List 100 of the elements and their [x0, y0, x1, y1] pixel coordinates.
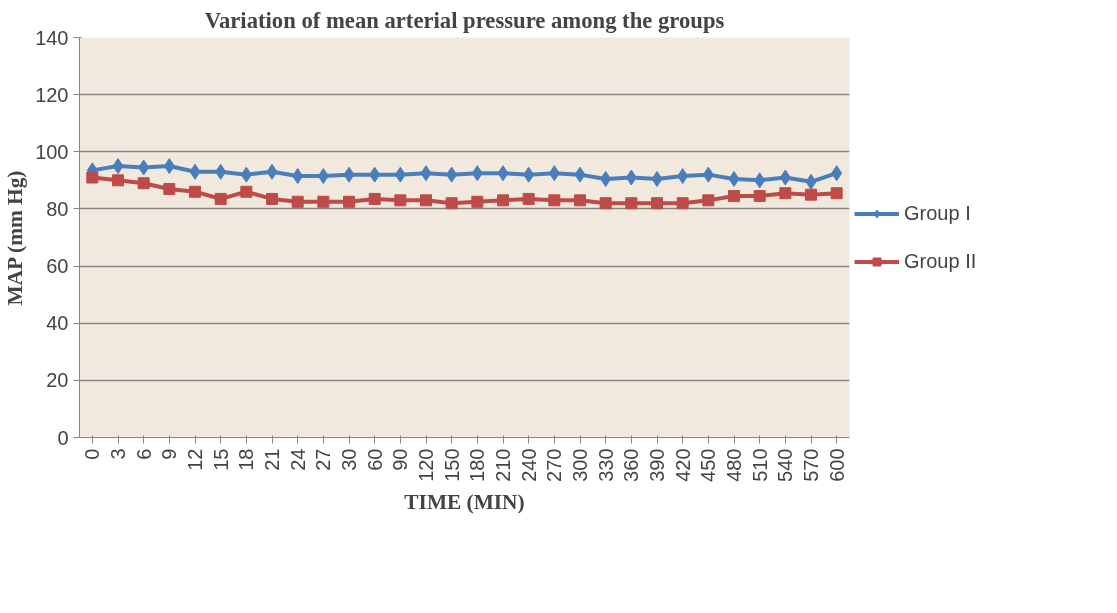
- legend-label: Group I: [904, 201, 971, 225]
- point: [600, 170, 612, 187]
- x-tick-label: 24: [286, 448, 309, 471]
- x-tick-label: 450: [697, 448, 720, 482]
- x-tick-label: 18: [235, 448, 258, 471]
- point: [471, 165, 483, 182]
- point: [625, 197, 638, 210]
- point: [676, 197, 689, 210]
- point: [702, 166, 714, 183]
- point: [728, 170, 740, 187]
- x-tick-label: 420: [671, 448, 694, 482]
- point: [394, 166, 406, 183]
- point: [574, 194, 586, 207]
- x-tick-label: 540: [774, 448, 797, 482]
- point: [317, 195, 330, 208]
- point: [599, 197, 612, 210]
- point: [779, 187, 792, 200]
- x-tick-label: 60: [363, 448, 386, 471]
- point: [189, 185, 201, 198]
- point: [368, 192, 381, 205]
- x-tick-label: 0: [81, 448, 104, 460]
- x-tick-label: 390: [646, 448, 668, 482]
- point: [189, 163, 201, 180]
- x-tick-label: 570: [800, 448, 822, 482]
- y-tick-label: 100: [35, 140, 69, 163]
- point: [523, 166, 535, 183]
- x-tick-label: 9: [158, 448, 181, 460]
- point: [86, 171, 99, 184]
- point: [266, 192, 278, 205]
- point: [779, 169, 791, 186]
- point: [830, 187, 843, 200]
- point: [266, 163, 278, 180]
- point: [343, 166, 355, 183]
- point: [292, 168, 304, 185]
- point: [831, 165, 843, 182]
- point: [214, 192, 227, 205]
- point: [805, 188, 817, 201]
- point: [369, 166, 381, 183]
- point: [215, 163, 227, 180]
- x-tick-label: 330: [594, 448, 617, 482]
- point: [548, 194, 561, 207]
- point: [446, 166, 458, 183]
- point: [112, 158, 124, 175]
- x-tick-label: 30: [338, 448, 360, 471]
- x-tick-label: 150: [440, 448, 463, 482]
- y-axis-title: MAP (mm Hg): [3, 170, 28, 306]
- point: [677, 168, 689, 185]
- y-tick-label: 40: [46, 312, 69, 335]
- y-tick-label: 20: [46, 369, 69, 392]
- point: [651, 170, 663, 187]
- x-tick-label: 600: [825, 448, 848, 482]
- point: [753, 190, 766, 203]
- y-tick-label: 80: [46, 197, 69, 220]
- x-tick-label: 12: [184, 448, 206, 471]
- point: [805, 173, 817, 190]
- x-tick-label: 270: [543, 448, 566, 482]
- x-tick-label: 180: [466, 448, 489, 482]
- point: [112, 174, 124, 187]
- y-tick-label: 60: [46, 255, 69, 278]
- chart-title: Variation of mean arterial pressure among the groups: [204, 7, 725, 33]
- point: [240, 185, 253, 198]
- point: [548, 165, 560, 182]
- x-tick-label: 21: [261, 448, 283, 471]
- x-tick-label: 90: [389, 448, 412, 471]
- legend-label: Group II: [904, 249, 977, 273]
- point: [163, 158, 175, 175]
- x-tick-label: 120: [415, 448, 437, 482]
- point: [471, 195, 484, 208]
- point: [702, 194, 715, 207]
- point: [574, 166, 586, 183]
- x-tick-label: 480: [723, 448, 745, 482]
- point: [651, 197, 663, 210]
- x-tick-label: 510: [748, 448, 771, 482]
- point: [163, 182, 176, 195]
- point: [291, 195, 304, 208]
- point: [137, 177, 150, 190]
- point: [728, 190, 740, 203]
- y-tick-label: 120: [35, 83, 69, 106]
- point: [420, 165, 432, 182]
- point: [138, 159, 150, 176]
- x-tick-label: 3: [107, 448, 129, 460]
- point: [394, 194, 407, 207]
- point: [754, 172, 766, 189]
- point: [497, 194, 509, 207]
- y-tick-label: 140: [35, 26, 69, 49]
- x-tick-label: 240: [517, 448, 540, 482]
- x-tick-label: 27: [312, 448, 335, 471]
- point: [240, 166, 252, 183]
- x-tick-label: 300: [569, 448, 591, 482]
- x-tick-label: 15: [209, 448, 232, 471]
- point: [445, 197, 458, 210]
- point: [420, 194, 432, 207]
- x-tick-label: 360: [620, 448, 643, 482]
- x-tick-label: 210: [492, 448, 514, 482]
- point: [317, 168, 329, 185]
- x-axis-title: TIME (MIN): [404, 489, 525, 514]
- point: [625, 169, 637, 186]
- point: [497, 165, 509, 182]
- x-tick-label: 6: [132, 448, 155, 460]
- point: [343, 195, 355, 208]
